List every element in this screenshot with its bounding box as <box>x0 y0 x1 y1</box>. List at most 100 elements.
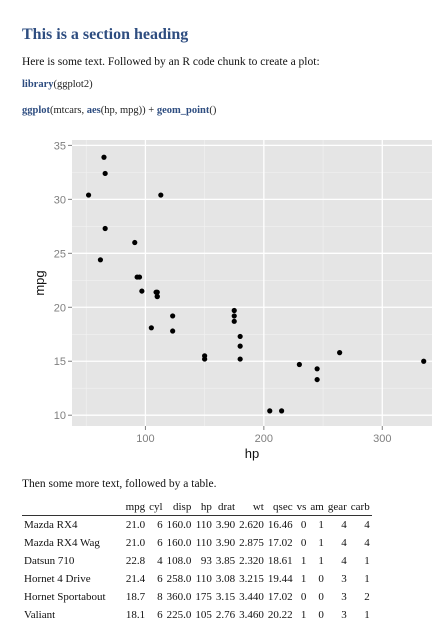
column-header: am <box>308 499 326 516</box>
table-cell: 1 <box>364 609 370 621</box>
table-cell: 2.320 <box>239 555 264 567</box>
plot-panel <box>72 140 432 426</box>
row-name: Datsun 710 <box>24 555 75 567</box>
code-args: (mtcars, <box>50 105 87 116</box>
data-point <box>154 293 160 300</box>
data-point <box>132 239 138 246</box>
code-args: (ggplot2) <box>53 79 93 90</box>
table-cell: 1 <box>318 537 324 549</box>
data-point <box>296 361 302 368</box>
scatter-plot: 10 15 20 25 30 35 100 200 300 hp mpg <box>32 140 432 461</box>
data-point <box>170 313 176 319</box>
table-cell: 18.1 <box>125 609 146 621</box>
table-cell: 4 <box>341 537 347 549</box>
table-cell: 17.02 <box>267 591 293 603</box>
table-cell: 2 <box>364 591 370 603</box>
x-axis-label: hp <box>245 446 259 461</box>
table-cell: 360.0 <box>166 591 192 603</box>
x-tick-label: 200 <box>255 433 273 445</box>
table-header-row: mpg cyl disp hp drat wt qsec vs am gear carb <box>22 499 372 516</box>
table-cell: 16.46 <box>267 519 293 531</box>
table-row: Valiant 18.1 6 225.0 105 2.76 3.460 20.22 1 0 3 1 <box>22 606 372 624</box>
data-point <box>231 318 237 324</box>
row-name: Mazda RX4 <box>24 519 78 531</box>
data-point <box>421 358 427 364</box>
table-cell: 110 <box>195 519 212 531</box>
table-cell: 1 <box>300 573 307 585</box>
table-cell: 3.90 <box>215 519 236 531</box>
code-function: aes <box>86 105 101 116</box>
table-cell: 19.44 <box>267 573 293 585</box>
code-line-ggplot: ggplot(mtcars, aes(hp, mpg)) + geom_poin… <box>22 105 216 116</box>
table-cell: 1 <box>300 555 307 567</box>
code-function: geom_point <box>156 105 210 116</box>
table-cell: 3.460 <box>239 609 264 621</box>
data-point <box>314 376 320 383</box>
y-tick-label: 10 <box>54 410 66 422</box>
table-cell: 3.85 <box>215 555 236 567</box>
table-cell: 22.8 <box>125 555 146 567</box>
table-cell: 3.08 <box>215 573 236 585</box>
table-cell: 225.0 <box>166 609 192 621</box>
table-cell: 4 <box>157 555 163 567</box>
column-header: hp <box>193 499 214 516</box>
data-point <box>101 154 107 160</box>
table-cell: 0 <box>300 591 307 603</box>
table-row: Datsun 710 22.8 4 108.0 93 3.85 2.320 18.61 1 1 4 1 <box>22 552 372 570</box>
table-row: Mazda RX4 21.0 6 160.0 110 3.90 2.620 16.46 0 1 4 4 <box>22 516 372 535</box>
table-cell: 6 <box>157 573 163 585</box>
section-heading: This is a section heading <box>22 26 189 43</box>
table-cell: 6 <box>157 609 163 621</box>
intro-text: Here is some text. Followed by an R code… <box>22 56 320 68</box>
x-tick-label: 300 <box>373 433 391 445</box>
table-cell: 160.0 <box>166 537 192 549</box>
data-point <box>314 366 320 372</box>
column-header: carb <box>348 499 372 516</box>
table-cell: 160.0 <box>166 519 192 531</box>
data-point <box>267 408 273 414</box>
table-cell: 3 <box>341 609 347 621</box>
code-args: () <box>209 105 217 116</box>
y-tick-label: 25 <box>54 248 66 260</box>
data-point <box>158 192 164 198</box>
table-cell: 3.90 <box>215 537 236 549</box>
table-cell: 110 <box>195 573 212 585</box>
table-cell: 3.15 <box>215 591 236 603</box>
table-cell: 3 <box>341 573 347 585</box>
code-function: library <box>22 79 54 90</box>
table-cell: 1 <box>318 555 324 567</box>
data-point <box>102 225 108 232</box>
x-tick-label: 100 <box>136 433 154 445</box>
table-cell: 93 <box>200 555 212 567</box>
table-cell: 0 <box>318 609 324 621</box>
table-cell: 21.0 <box>125 519 146 531</box>
y-tick-label: 30 <box>54 194 66 206</box>
row-name-header <box>22 499 124 516</box>
column-header: vs <box>294 499 309 516</box>
table-cell: 2.76 <box>215 609 236 621</box>
column-header: qsec <box>265 499 295 516</box>
table-cell: 1 <box>364 573 370 585</box>
code-args: (hp, mpg)) + <box>100 105 157 116</box>
data-point <box>231 307 237 314</box>
data-point <box>337 350 343 356</box>
data-point <box>170 328 176 334</box>
code-line-library: library(ggplot2) <box>22 79 93 90</box>
row-name: Hornet Sportabout <box>24 591 106 603</box>
table-cell: 4 <box>341 519 347 531</box>
table-cell: 110 <box>195 537 212 549</box>
table-cell: 258.0 <box>166 573 192 585</box>
data-point <box>136 274 143 280</box>
column-header: disp <box>164 499 194 516</box>
data-point <box>97 257 104 263</box>
data-point <box>237 333 243 340</box>
y-tick-label: 15 <box>54 356 66 368</box>
table-cell: 1 <box>364 555 370 567</box>
after-plot-text: Then some more text, followed by a table… <box>22 478 217 490</box>
table-cell: 4 <box>364 519 370 531</box>
column-header: mpg <box>123 499 148 516</box>
table-cell: 108.0 <box>166 555 192 567</box>
table-cell: 18.61 <box>267 555 293 567</box>
table-cell: 0 <box>300 519 307 531</box>
table-cell: 20.22 <box>267 609 293 621</box>
